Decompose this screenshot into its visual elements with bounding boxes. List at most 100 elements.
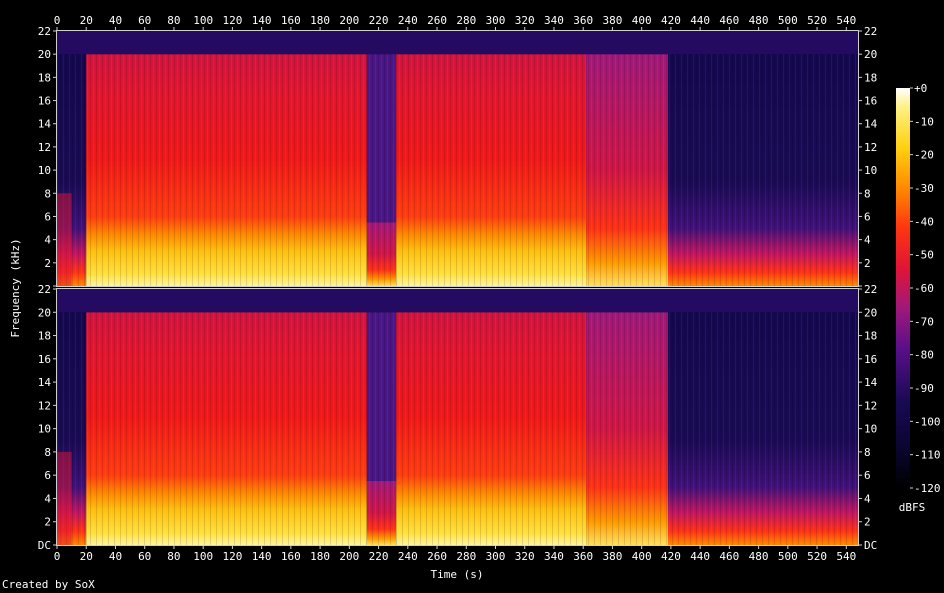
y-tick-label: 20 — [38, 48, 51, 61]
segment-texture-4 — [586, 54, 668, 286]
intro-fade — [57, 193, 72, 286]
panel-frame — [56, 30, 859, 287]
y-tick-label-right: 8 — [864, 446, 871, 459]
y-tick-label: 6 — [44, 210, 51, 223]
x-tick-label: 520 — [807, 550, 827, 563]
y-tick-label: 10 — [38, 423, 51, 436]
x-tick-label-top: 280 — [456, 14, 476, 27]
segment-texture-3 — [396, 54, 587, 286]
y-tick-label: 6 — [44, 469, 51, 482]
x-tick-label-top: 240 — [398, 14, 418, 27]
x-tick-label-top: 0 — [54, 14, 61, 27]
segment-texture-2 — [366, 312, 397, 545]
y-tick-label: 8 — [44, 446, 51, 459]
colorbar-tick-label: -80 — [914, 349, 934, 362]
x-tick-label: 80 — [167, 550, 180, 563]
x-tick-label: 0 — [54, 550, 61, 563]
x-tick-label-top: 60 — [138, 14, 151, 27]
colorbar-tick-label: -20 — [914, 149, 934, 162]
x-tick-label-top: 540 — [836, 14, 856, 27]
y-tick-label-right: 18 — [864, 71, 877, 84]
x-tick-label-top: 300 — [486, 14, 506, 27]
y-tick-label-right: 22 — [864, 25, 877, 38]
segment-texture-3 — [396, 312, 587, 545]
x-tick-label: 480 — [749, 550, 769, 563]
x-tick-label-top: 360 — [573, 14, 593, 27]
y-tick-label: 22 — [38, 283, 51, 296]
x-tick-label-top: 320 — [515, 14, 535, 27]
y-tick-label: 16 — [38, 95, 51, 108]
x-tick-label-top: 120 — [222, 14, 242, 27]
segment-texture-1 — [86, 312, 367, 545]
segment-texture-4 — [586, 312, 668, 545]
x-tick-label-top: 500 — [778, 14, 798, 27]
x-tick-label-top: 340 — [544, 14, 564, 27]
x-tick-label-top: 160 — [281, 14, 301, 27]
x-tick-label: 100 — [193, 550, 213, 563]
segment-texture-2 — [366, 54, 397, 286]
x-tick-label: 360 — [573, 550, 593, 563]
axes: 0 0 20 20 40 40 60 60 80 80 100 100 120 120 140 140 160 1… — [54, 14, 857, 563]
x-tick-label: 420 — [661, 550, 681, 563]
y-tick-label-right: 16 — [864, 95, 877, 108]
x-tick-label: 460 — [719, 550, 739, 563]
x-tick-label: 540 — [836, 550, 856, 563]
channel-panel-1 — [56, 30, 859, 287]
y-tick-label-right: 10 — [864, 164, 877, 177]
colorbar — [896, 88, 910, 488]
y-tick-label-right: 4 — [864, 234, 871, 247]
x-tick-label: 280 — [456, 550, 476, 563]
colorbar-tick-label: -100 — [914, 415, 941, 428]
y-tick-label-right: 12 — [864, 399, 877, 412]
x-tick-label-top: 20 — [80, 14, 93, 27]
y-tick-label: 14 — [38, 376, 52, 389]
channel-panel-2 — [56, 288, 859, 546]
y-tick-label-right: 20 — [864, 48, 877, 61]
y-tick-label: 2 — [44, 516, 51, 529]
y-tick-label: 4 — [44, 492, 51, 505]
x-tick-label-top: 520 — [807, 14, 827, 27]
y-tick-label: 8 — [44, 187, 51, 200]
x-tick-label: 220 — [369, 550, 389, 563]
x-tick-label: 40 — [109, 550, 122, 563]
y-tick-label-right: 12 — [864, 141, 877, 154]
x-tick-label: 500 — [778, 550, 798, 563]
x-tick-label-top: 440 — [690, 14, 710, 27]
y-tick-label-right: 2 — [864, 516, 871, 529]
x-tick-label: 140 — [252, 550, 272, 563]
colorbar-tick-label: -60 — [914, 282, 934, 295]
x-tick-label-top: 40 — [109, 14, 122, 27]
colorbar-ticks: +0 -10 -20 -30 -40 -50 -60 -70 -80 -90 -100 -110 -12… — [910, 82, 941, 495]
y-tick-label-right: 20 — [864, 306, 877, 319]
y-tick-label: 10 — [38, 164, 51, 177]
x-tick-label-top: 200 — [339, 14, 359, 27]
colorbar-tick-label: -90 — [914, 382, 934, 395]
x-tick-label-top: 420 — [661, 14, 681, 27]
band-above-20k — [57, 31, 858, 55]
y-tick-label-right: 4 — [864, 492, 871, 505]
segment-texture-1 — [86, 54, 367, 286]
channel-panels — [56, 30, 859, 546]
y-tick-label: DC — [38, 539, 51, 552]
y-tick-label: 2 — [44, 257, 51, 270]
y-tick-label-right: DC — [864, 539, 877, 552]
y-axis-label: Frequency (kHz) — [9, 238, 22, 337]
y-tick-label-right: 22 — [864, 283, 877, 296]
y-tick-label-right: 8 — [864, 187, 871, 200]
y-tick-label: 14 — [38, 118, 52, 131]
x-tick-label-top: 140 — [252, 14, 272, 27]
y-tick-label: 18 — [38, 330, 51, 343]
segment-texture-5 — [667, 312, 858, 545]
credit-text: Created by SoX — [2, 578, 95, 591]
y-tick-label: 12 — [38, 141, 51, 154]
y-tick-label-right: 14 — [864, 376, 878, 389]
x-tick-label-top: 100 — [193, 14, 213, 27]
y-tick-label-right: 6 — [864, 210, 871, 223]
y-tick-label-right: 16 — [864, 353, 877, 366]
y-tick-label: 20 — [38, 306, 51, 319]
y-tick-label-right: 2 — [864, 257, 871, 270]
x-tick-label: 400 — [632, 550, 652, 563]
x-tick-label: 120 — [222, 550, 242, 563]
